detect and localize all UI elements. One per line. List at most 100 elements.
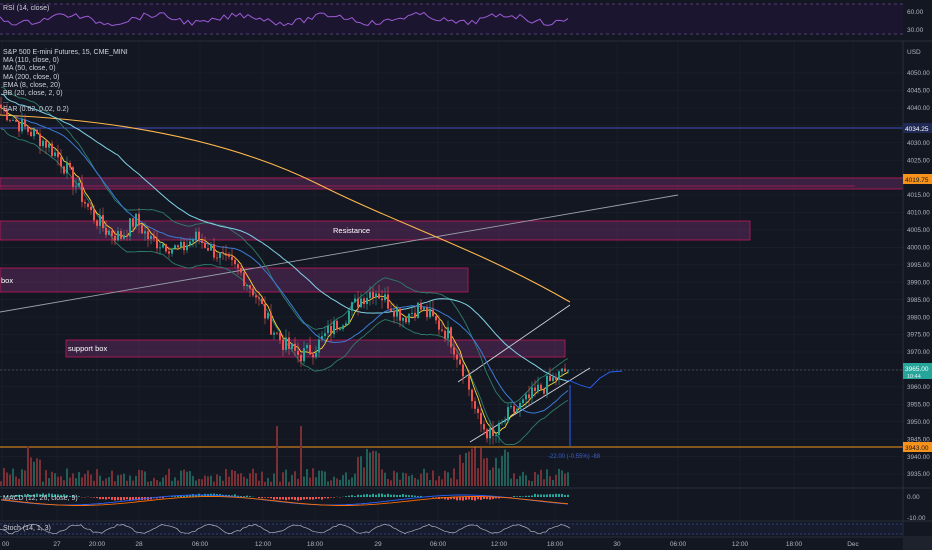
volume-bar [324, 471, 326, 486]
legend-item[interactable]: SAR (0.02, 0.02, 0.2) [3, 106, 69, 114]
macd-bar [117, 497, 119, 501]
volume-bar [66, 468, 68, 486]
volume-bar [102, 480, 104, 486]
price-tick-label: 3990.00 [907, 279, 930, 286]
candle-body [531, 387, 533, 399]
macd-bar [456, 497, 458, 501]
time-tick-label: 06:00 [192, 541, 209, 548]
rsi-panel[interactable]: RSI (14, close) 60.00 30.00 [0, 3, 924, 35]
candle-body [510, 406, 512, 408]
volume-bar [354, 473, 356, 486]
macd-bar [378, 493, 380, 497]
volume-bar [273, 473, 275, 486]
time-axis[interactable]: 00 27 20:00 28 06:00 12:00 18:00 29 06:00 12:00 18… [0, 536, 932, 550]
candle-body [411, 312, 413, 314]
candles [0, 96, 569, 445]
candle-body [303, 348, 305, 362]
candle-body [210, 244, 212, 251]
macd-panel[interactable]: MACD (12, 26, close, 9) 0.00 -10.00 [0, 487, 932, 522]
volume-bar [156, 479, 158, 486]
macd-bar [549, 494, 551, 497]
candle-body [564, 368, 566, 372]
legend-item[interactable]: MA (110, close, 0) [3, 57, 59, 65]
macd-bar [60, 494, 62, 497]
volume-bar [222, 480, 224, 486]
volume-bar [540, 469, 542, 486]
volume-bar [348, 479, 350, 486]
candle-body [537, 384, 539, 391]
volume-bar [498, 468, 500, 486]
measure-label: -22.00 (-0.55%) -88 [548, 454, 601, 460]
candle-body [282, 339, 284, 351]
candle-body [261, 298, 263, 304]
currency-label: USD [907, 49, 921, 56]
macd-bar [411, 495, 413, 497]
axis-settings-corner[interactable] [903, 537, 932, 550]
volume-bar [231, 469, 233, 486]
volume-bar [360, 456, 362, 486]
legend-item[interactable]: EMA (8, close, 20) [3, 81, 61, 89]
candle-body [462, 364, 464, 377]
current-price-text: 3965.00 [905, 366, 929, 373]
candle-body [492, 428, 494, 436]
candle-body [204, 242, 206, 249]
price-tag-3943-text: 3943.00 [905, 445, 929, 452]
legend-item[interactable]: MA (200, close, 0) [3, 73, 60, 81]
volume-bar [171, 480, 173, 486]
legend-item[interactable]: BB (20, close, 2, 0) [3, 90, 63, 98]
candle-body [102, 215, 104, 229]
macd-bar [282, 497, 284, 500]
rsi-level-60: 60.00 [907, 9, 924, 16]
candle-body [300, 354, 302, 362]
price-tick-label: 4010.00 [907, 210, 930, 217]
candle-body [189, 241, 191, 246]
price-axis[interactable]: USD 4050.004045.004040.004035.004030.004… [902, 41, 932, 536]
stoch-panel[interactable]: Stoch (14, 1, 3) [0, 520, 932, 535]
macd-bar [36, 493, 38, 497]
rsi-level-30: 30.00 [907, 27, 924, 34]
time-tick-label: 18:00 [307, 541, 324, 548]
macd-bar [288, 497, 290, 500]
volume-bar [255, 473, 257, 486]
volume-bar [48, 478, 50, 486]
candle-body [168, 251, 170, 254]
volume-bar [240, 473, 242, 486]
price-tick-label: 4015.00 [907, 192, 930, 199]
candle-body [342, 325, 344, 330]
candle-body [486, 429, 488, 439]
legend-item[interactable]: ... [3, 98, 9, 106]
candle-body [414, 312, 416, 318]
volume-bar [363, 467, 365, 486]
macd-bar [243, 496, 245, 497]
macd-bar [33, 494, 35, 497]
candle-body [516, 408, 518, 413]
volume-bar [306, 469, 308, 486]
candle-body [297, 350, 299, 355]
volume-bar [303, 476, 305, 486]
volume-bar [453, 468, 455, 486]
macd-level-minus10: -10.00 [907, 515, 926, 522]
volume-bar [84, 474, 86, 486]
legend-item[interactable]: MA (50, close, 0) [3, 65, 56, 73]
volume-bar [135, 475, 137, 486]
price-tick-label: 3945.00 [907, 436, 930, 443]
macd-bar [297, 497, 299, 501]
volume-bar [33, 461, 35, 486]
macd-bar [513, 496, 515, 497]
volume-bar [258, 480, 260, 486]
macd-bar [546, 494, 548, 497]
volume-bar [372, 450, 374, 486]
volume-bar [423, 468, 425, 486]
volume-bar [177, 480, 179, 486]
candle-body [504, 420, 506, 422]
volume-bar [198, 478, 200, 486]
volume-bar [39, 459, 41, 486]
volume-bar [393, 470, 395, 486]
macd-bar [270, 497, 272, 499]
macd-bar [474, 497, 476, 501]
macd-bar [186, 495, 188, 497]
macd-bar [489, 497, 491, 500]
macd-bar [306, 497, 308, 500]
macd-bar [492, 497, 494, 500]
